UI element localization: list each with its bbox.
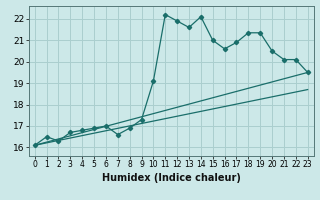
X-axis label: Humidex (Indice chaleur): Humidex (Indice chaleur) xyxy=(102,173,241,183)
